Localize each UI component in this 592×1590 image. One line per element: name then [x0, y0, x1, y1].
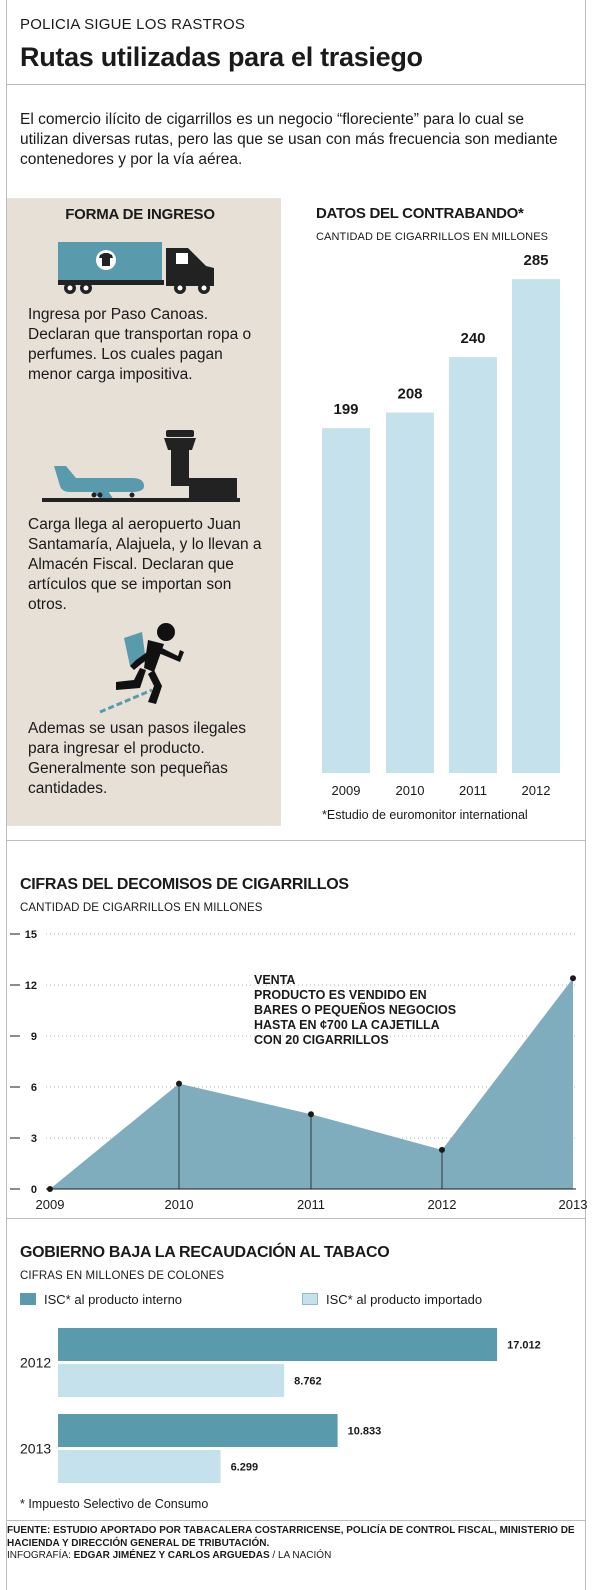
decomisos-subtitle: CANTIDAD DE CIGARRILLOS EN MILLONES	[20, 902, 263, 914]
y-category-label: 2013	[20, 1441, 51, 1457]
y-tick-label: 6	[31, 1082, 37, 1094]
x-tick-label: 2010	[165, 1197, 194, 1212]
annotation-line: HASTA EN ¢700 LA CAJETILLA	[254, 1018, 440, 1032]
section-divider-1	[7, 840, 585, 841]
legend-label-interno: ISC* al producto interno	[44, 1292, 183, 1307]
x-tick-label: 2009	[332, 783, 361, 798]
legend-swatch-interno	[20, 1293, 36, 1305]
forma-text-truck: Ingresa por Paso Canoas. Declaran que tr…	[28, 306, 252, 383]
bar-value-label: 285	[523, 252, 548, 269]
forma-ingreso-title: FORMA DE INGRESO	[65, 206, 215, 223]
source-text: ESTUDIO APORTADO POR TABACALERA COSTARRI…	[7, 1525, 575, 1549]
y-tick-label: 0	[31, 1184, 37, 1196]
credit-label: INFOGRAFÍA:	[7, 1550, 74, 1561]
recaudacion-note: * Impuesto Selectivo de Consumo	[20, 1497, 209, 1511]
bar-value-label: 240	[460, 330, 485, 347]
recaudacion-title: GOBIERNO BAJA LA RECAUDACIÓN AL TABACO	[20, 1244, 390, 1261]
hbar-2013-importado	[58, 1450, 221, 1483]
bar-2010	[386, 412, 434, 773]
truck-icon	[58, 242, 214, 294]
legend-label-importado: ISC* al producto importado	[326, 1292, 483, 1307]
bar-2009	[322, 428, 370, 773]
intro-paragraph: El comercio ilícito de cigarrillos es un…	[20, 111, 558, 168]
credits-footer: FUENTE: ESTUDIO APORTADO POR TABACALERA …	[7, 1525, 577, 1563]
hbar-value-label: 10.833	[348, 1426, 382, 1438]
x-tick-label: 2010	[396, 783, 425, 798]
bar-value-label: 208	[397, 386, 422, 403]
data-point	[308, 1111, 314, 1118]
headline: Rutas utilizadas para el trasiego	[20, 42, 423, 72]
hbar-2012-interno	[58, 1328, 498, 1361]
area-series	[50, 978, 573, 1189]
x-tick-label: 2012	[428, 1197, 457, 1212]
contrabando-title: DATOS DEL CONTRABANDO*	[316, 205, 524, 222]
decomisos-title: CIFRAS DEL DECOMISOS DE CIGARRILLOS	[20, 876, 349, 893]
y-tick-label: 12	[25, 980, 37, 992]
header-divider	[7, 84, 585, 85]
credit-authors: EDGAR JIMÉNEZ Y CARLOS ARGUEDAS	[73, 1550, 270, 1561]
source-line: FUENTE: ESTUDIO APORTADO POR TABACALERA …	[7, 1525, 577, 1550]
data-point	[570, 975, 576, 982]
page-frame	[6, 0, 586, 1590]
y-category-label: 2012	[20, 1355, 51, 1371]
forma-text-airplane: Carga llega al aeropuerto Juan Santamarí…	[28, 516, 262, 613]
data-point	[176, 1080, 182, 1087]
data-point	[47, 1186, 53, 1192]
bar-2011	[449, 357, 497, 773]
legend-swatch-importado	[302, 1293, 318, 1305]
annotation-line: VENTA	[254, 973, 295, 987]
hbar-2013-interno	[58, 1414, 338, 1447]
x-tick-label: 2013	[559, 1197, 588, 1212]
hbar-value-label: 17.012	[507, 1340, 541, 1352]
footer-divider	[7, 1520, 585, 1521]
y-tick-label: 15	[25, 929, 37, 941]
bar-value-label: 199	[333, 401, 358, 418]
credit-outlet: / LA NACIÓN	[269, 1550, 332, 1561]
y-tick-label: 9	[31, 1031, 37, 1043]
x-tick-label: 2012	[522, 783, 551, 798]
x-tick-label: 2011	[459, 783, 487, 798]
x-tick-label: 2009	[36, 1197, 65, 1212]
source-label: FUENTE:	[7, 1525, 54, 1536]
airplane-icon	[42, 430, 240, 502]
running-person-icon	[99, 623, 184, 714]
forma-text-running: Ademas se usan pasos ilegales para ingre…	[28, 720, 246, 797]
contrabando-subtitle: CANTIDAD DE CIGARRILLOS EN MILLONES	[316, 231, 549, 243]
data-point	[439, 1146, 445, 1153]
contrabando-note: *Estudio de euromonitor international	[322, 808, 528, 822]
bar-2012	[512, 279, 560, 773]
forma-ingreso-panel	[7, 198, 281, 826]
annotation-line: PRODUCTO ES VENDIDO EN	[254, 988, 427, 1002]
annotation-line: BARES O PEQUEÑOS NEGOCIOS	[254, 1002, 456, 1017]
hbar-2012-importado	[58, 1364, 285, 1397]
section-divider-2	[7, 1218, 585, 1219]
hbar-value-label: 8.762	[294, 1376, 322, 1388]
credit-line: INFOGRAFÍA: EDGAR JIMÉNEZ Y CARLOS ARGUE…	[7, 1550, 577, 1563]
kicker: POLICIA SIGUE LOS RASTROS	[20, 16, 246, 33]
x-tick-label: 2011	[297, 1197, 325, 1212]
hbar-value-label: 6.299	[231, 1462, 259, 1474]
annotation-line: CON 20 CIGARRILLOS	[254, 1033, 389, 1047]
recaudacion-subtitle: CIFRAS EN MILLONES DE COLONES	[20, 1270, 225, 1282]
y-tick-label: 3	[31, 1133, 37, 1145]
